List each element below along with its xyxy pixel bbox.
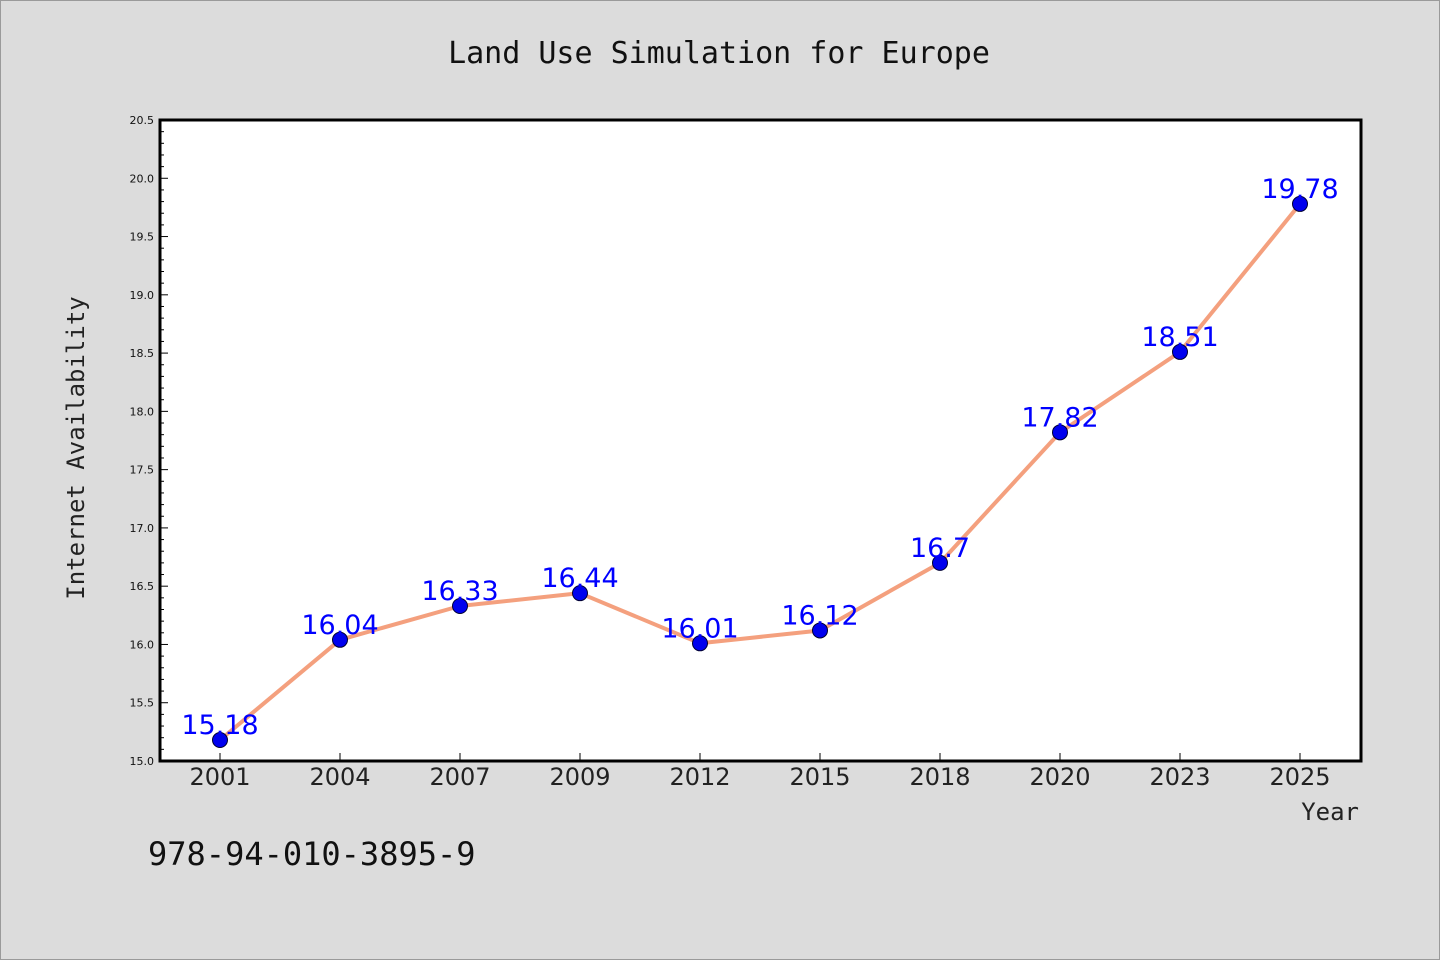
data-point-marker	[452, 597, 468, 614]
y-tick-label: 15.5	[130, 697, 155, 710]
y-tick-label: 17.5	[130, 464, 155, 477]
data-label: 16.12	[781, 600, 858, 631]
y-axis-label: Internet Availability	[62, 296, 90, 599]
data-point-marker	[332, 631, 348, 648]
data-label: 18.51	[1141, 322, 1218, 353]
data-label: 16.33	[421, 576, 498, 607]
data-label: 17.82	[1021, 402, 1098, 433]
data-label: 16.01	[661, 613, 738, 644]
y-tick-label: 19.5	[130, 231, 155, 244]
x-tick-label: 2020	[1029, 763, 1090, 791]
plot-area	[158, 118, 1363, 763]
x-tick-label: 2004	[309, 763, 370, 791]
data-label: 16.04	[301, 610, 378, 641]
data-point-marker	[932, 554, 948, 571]
footer-isbn: 978-94-010-3895-9	[148, 835, 476, 873]
y-tick-label: 20.5	[130, 114, 155, 127]
x-tick-label: 2015	[789, 763, 850, 791]
data-labels-group: 15.18 16.04 16.33 16.44 16.01 16.12 16.7 17.82 1…	[181, 174, 1338, 741]
x-tick-label: 2023	[1149, 763, 1210, 791]
chart-title: Land Use Simulation for Europe	[448, 36, 990, 71]
y-tick-label: 18.5	[130, 347, 155, 360]
y-tick-label: 17.0	[130, 522, 155, 535]
data-point-marker	[692, 635, 708, 652]
x-axis-label: Year	[1301, 798, 1359, 826]
data-point-marker	[812, 622, 828, 639]
series-line-group	[218, 202, 1302, 742]
y-tick-label: 15.0	[130, 755, 155, 768]
x-tick-label: 2001	[189, 763, 250, 791]
y-tick-label: 19.0	[130, 289, 155, 302]
x-tick-label: 2025	[1269, 763, 1330, 791]
x-tick-label: 2018	[909, 763, 970, 791]
markers-group	[212, 195, 1308, 749]
x-tick-label: 2009	[549, 763, 610, 791]
data-label: 15.18	[181, 710, 258, 741]
y-tick-label: 16.5	[130, 580, 155, 593]
data-label: 19.78	[1261, 174, 1338, 205]
data-label: 16.7	[910, 533, 970, 564]
data-point-marker	[1172, 343, 1188, 360]
y-tick-label: 18.0	[130, 405, 155, 418]
y-axis: 15.0 15.5 16.0 16.5 17.0 17.5 18.0 18.5 19.0 19.5…	[130, 114, 168, 768]
y-tick-label: 16.0	[130, 638, 155, 651]
x-tick-label: 2012	[669, 763, 730, 791]
series-line	[218, 202, 1302, 742]
x-tick-label: 2007	[429, 763, 490, 791]
data-point-marker	[212, 732, 228, 749]
data-point-marker	[572, 585, 588, 602]
data-label: 16.44	[541, 563, 618, 594]
data-point-marker	[1052, 424, 1068, 441]
x-axis: 2001 2004 2007 2009 2012 2015 2018 2020 2023 2025	[189, 753, 1331, 791]
y-tick-label: 20.0	[130, 172, 155, 185]
data-point-marker	[1292, 195, 1308, 212]
